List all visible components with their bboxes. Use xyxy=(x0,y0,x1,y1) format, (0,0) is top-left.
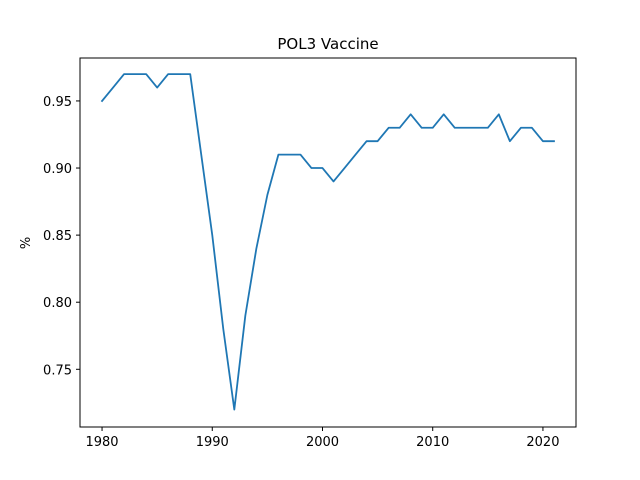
x-tick-label: 2000 xyxy=(306,435,339,450)
chart-title: POL3 Vaccine xyxy=(277,35,378,53)
y-tick-label: 0.85 xyxy=(43,229,72,244)
y-tick-label: 0.95 xyxy=(43,95,72,110)
plot-frame xyxy=(79,57,577,428)
y-axis-label: % xyxy=(19,237,34,249)
y-tick-label: 0.80 xyxy=(43,296,72,311)
y-tick-label: 0.90 xyxy=(43,162,72,177)
x-tick-label: 1990 xyxy=(196,435,229,450)
x-tick-label: 1980 xyxy=(85,435,118,450)
y-axis: 0.75 0.80 0.85 0.90 0.95 xyxy=(43,95,80,378)
x-tick-label: 2010 xyxy=(416,435,449,450)
series-line xyxy=(100,73,555,411)
plot-series xyxy=(100,73,555,411)
x-tick-label: 2020 xyxy=(526,435,559,450)
x-axis: 1980 1990 2000 2010 2020 xyxy=(85,427,559,450)
y-tick-label: 0.75 xyxy=(43,363,72,378)
